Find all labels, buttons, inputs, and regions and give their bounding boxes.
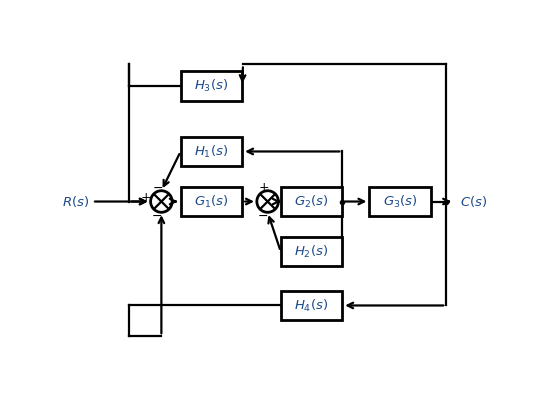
Text: $H_3(s)$: $H_3(s)$ xyxy=(194,78,228,94)
Bar xyxy=(370,187,431,216)
Text: $-$: $-$ xyxy=(258,209,268,222)
Text: $+$: $+$ xyxy=(140,191,151,204)
Bar xyxy=(181,187,242,216)
Text: $+$: $+$ xyxy=(258,181,269,194)
Text: $G_3(s)$: $G_3(s)$ xyxy=(383,194,417,209)
Text: $R(s)$: $R(s)$ xyxy=(63,194,90,209)
Circle shape xyxy=(257,191,279,212)
Bar xyxy=(281,237,342,266)
Bar xyxy=(281,291,342,320)
Bar xyxy=(181,137,242,166)
Text: $-$: $-$ xyxy=(152,181,163,194)
Bar xyxy=(281,187,342,216)
Text: $H_4(s)$: $H_4(s)$ xyxy=(294,297,329,314)
Text: $H_2(s)$: $H_2(s)$ xyxy=(294,244,329,260)
Text: $-$: $-$ xyxy=(151,209,162,222)
Bar xyxy=(181,71,242,101)
Text: $G_1(s)$: $G_1(s)$ xyxy=(194,194,229,209)
Circle shape xyxy=(150,191,172,212)
Text: $C(s)$: $C(s)$ xyxy=(460,194,487,209)
Text: $G_2(s)$: $G_2(s)$ xyxy=(294,194,329,209)
Text: $H_1(s)$: $H_1(s)$ xyxy=(194,143,228,160)
